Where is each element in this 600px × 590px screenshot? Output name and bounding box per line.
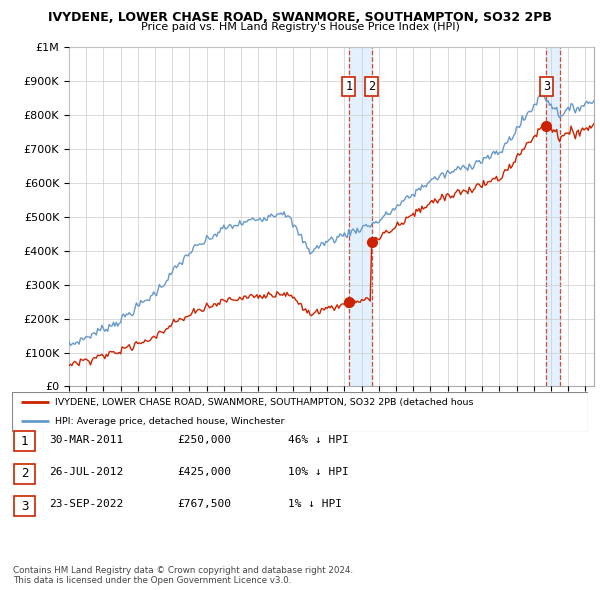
Text: 3: 3 <box>543 80 550 93</box>
Bar <box>349 47 371 386</box>
Text: 30-MAR-2011: 30-MAR-2011 <box>49 435 124 444</box>
Text: HPI: Average price, detached house, Winchester: HPI: Average price, detached house, Winc… <box>55 417 285 426</box>
Bar <box>547 47 560 386</box>
Text: 1% ↓ HPI: 1% ↓ HPI <box>288 500 342 509</box>
Text: IVYDENE, LOWER CHASE ROAD, SWANMORE, SOUTHAMPTON, SO32 2PB (detached hous: IVYDENE, LOWER CHASE ROAD, SWANMORE, SOU… <box>55 398 474 407</box>
Text: 46% ↓ HPI: 46% ↓ HPI <box>288 435 349 444</box>
Text: Price paid vs. HM Land Registry's House Price Index (HPI): Price paid vs. HM Land Registry's House … <box>140 22 460 32</box>
Text: 2: 2 <box>368 80 375 93</box>
Text: £767,500: £767,500 <box>177 500 231 509</box>
Text: IVYDENE, LOWER CHASE ROAD, SWANMORE, SOUTHAMPTON, SO32 2PB: IVYDENE, LOWER CHASE ROAD, SWANMORE, SOU… <box>48 11 552 24</box>
Text: 2: 2 <box>21 467 28 480</box>
Text: 1: 1 <box>21 435 28 448</box>
Text: 3: 3 <box>21 500 28 513</box>
Text: 1: 1 <box>345 80 352 93</box>
Text: 23-SEP-2022: 23-SEP-2022 <box>49 500 124 509</box>
Text: Contains HM Land Registry data © Crown copyright and database right 2024.
This d: Contains HM Land Registry data © Crown c… <box>13 566 353 585</box>
Text: £425,000: £425,000 <box>177 467 231 477</box>
Text: 26-JUL-2012: 26-JUL-2012 <box>49 467 124 477</box>
Text: 10% ↓ HPI: 10% ↓ HPI <box>288 467 349 477</box>
Text: £250,000: £250,000 <box>177 435 231 444</box>
